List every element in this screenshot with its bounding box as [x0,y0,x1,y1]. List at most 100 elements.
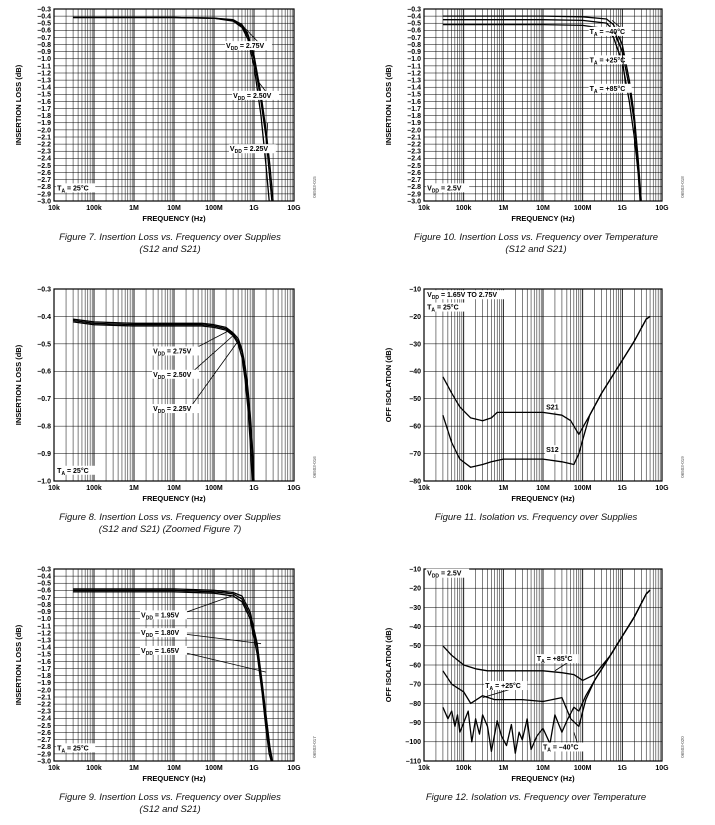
fig7-ytick-label: –2.8 [37,184,51,191]
fig7-xtick-label: 1G [249,205,259,212]
fig9-ytick-label: –0.4 [37,574,51,581]
fig11-chart: 10k 100k 1M 10M 100M 1G 10G –10 –20 –30 –40 –50 –60 –… [384,286,685,503]
fig10-figure-code: 06503-018 [680,176,685,198]
fig8-ytick-label: –0.9 [37,451,51,458]
fig11-panel: 10k 100k 1M 10M 100M 1G 10G –10 –20 –30 –40 –50 –60 –… [357,280,715,550]
fig11-ytick-label: –70 [409,451,421,458]
fig10-plot-frame [423,8,663,202]
fig10-annotation-subscript: DD [432,188,440,194]
fig7-y-axis-label: INSERTION LOSS (dB) [14,64,23,145]
fig12-ytick-label: –70 [409,682,421,689]
fig10-annotation-main: T [590,86,595,93]
fig10-annotation-subscript: A [594,32,598,38]
fig12-caption: Figure 12. Isolation vs. Frequency over … [371,792,701,804]
fig11-ytick-label: –40 [409,369,421,376]
fig7-ytick-label: –1.7 [37,106,51,113]
fig8-annotation-subscript: A [61,471,65,477]
fig12-xtick-label: 10G [655,765,669,772]
fig11-annotation-main: T [427,305,432,312]
fig8-annotation-subscript: DD [158,375,166,381]
fig8-annotation-main: V [153,372,158,379]
fig7-annotation-value: = 2.50V [245,93,272,100]
fig9-xtick-label: 10G [287,765,301,772]
fig10-ytick-label: –0.4 [407,14,421,21]
fig9-xtick-label: 10k [48,765,60,772]
fig8-chart: 10k 100k 1M 10M 100M 1G 10G –0.3 –0.4 –0.5 –0.6 –0.… [14,286,317,503]
fig7-annotation-value: = 2.75V [238,43,265,50]
fig7-ytick-label: –0.4 [37,14,51,21]
fig7-ytick-label: –0.8 [37,42,51,49]
fig12-series-group [442,589,651,754]
fig7-annotation-3: VDD = 2.25V [230,146,269,155]
fig10-ytick-label: –0.5 [407,21,421,28]
fig12-annotation-value: = –40°C [551,743,579,751]
fig9-annotation-bg [56,743,96,753]
fig7-ytick-label: –1.9 [37,120,51,127]
fig10-annotation-subscript: A [594,60,598,66]
fig9-panel: 10k 100k 1M 10M 100M 1G 10G –0.3 –0.4 –0.5 –0.6 –0.… [0,560,357,825]
fig12-annotation-subscript: DD [432,574,440,580]
fig7-annotation-bg [225,41,272,51]
fig11-xtick-label: 1G [618,485,628,492]
fig9-ytick-label: –0.7 [37,595,51,602]
fig8-xtick-label: 10M [167,485,181,492]
fig11-y-axis-label: OFF ISOLATION (dB) [384,347,393,422]
fig7-xtick-label: 10k [48,205,60,212]
fig8-annotation-2: VDD = 2.50V [153,372,192,381]
fig9-ytick-label: –2.6 [37,730,51,737]
fig7-annotation-subscript: DD [235,149,243,155]
fig12-annotation-main: V [427,571,432,578]
fig11-annotation-4: S12 [546,447,559,454]
fig11-xtick-label: 1M [498,485,508,492]
fig8-annotation-value: = 25°C [65,467,89,475]
fig11-xtick-label: 10G [655,485,669,492]
fig9-series-group [73,588,274,761]
fig10-ytick-label: –1.7 [407,106,421,113]
fig10-annotation-bg [588,83,632,93]
fig12-ytick-label: –90 [409,720,421,727]
fig9-x-axis-label: FREQUENCY (Hz) [142,774,206,783]
fig8-xtick-label: 10G [287,485,301,492]
fig9-figure-code: 06503-017 [312,736,317,758]
fig9-ytick-label: –0.8 [37,602,51,609]
fig7-series-3-line [73,16,270,201]
fig10-annotation-main: T [590,29,595,36]
fig9-chart: 10k 100k 1M 10M 100M 1G 10G–0.3–0.4–0.5–0.6–0.… [14,566,317,783]
fig7-ytick-label: –2.1 [37,134,51,141]
fig11-caption-line1: Figure 11. Isolation vs. Frequency over … [434,512,638,523]
fig9-annotation-value: = 1.80V [153,630,180,637]
fig12-ytick-label: –60 [409,662,421,669]
fig10-xtick-label: 100M [574,205,592,212]
fig8-grid [53,288,295,482]
fig11-ytick-label: –10 [409,286,421,293]
fig12-annotation-4: TA = –40°C [543,743,578,753]
fig7-annotation-value: = 2.25V [242,146,269,153]
fig7-ytick-label: –2.5 [37,163,51,170]
fig7-ytick-label: –2.2 [37,142,51,149]
fig11-x-axis-label: FREQUENCY (Hz) [511,494,575,503]
fig10-caption: Figure 10. Insertion Loss vs. Frequency … [371,232,701,256]
fig9-ytick-label: –1.6 [37,659,51,666]
fig12-annotation-bg [535,654,579,664]
fig7-ytick-label: –0.7 [37,35,51,42]
fig9-annotation-subscript: DD [146,633,154,639]
fig8-ytick-label: –0.8 [37,424,51,431]
fig9-ytick-label: –2.1 [37,694,51,701]
fig8-xtick-label: 1M [129,485,139,492]
fig8-panel: 10k 100k 1M 10M 100M 1G 10G –0.3 –0.4 –0.5 –0.6 –0.… [0,280,357,550]
fig9-annotation-3: VDD = 1.65V [141,648,180,657]
fig7-ytick-label: –1.1 [37,63,51,70]
fig10-ytick-label: –2.7 [407,177,421,184]
fig11-annotation-bg [426,302,466,312]
fig12-plot-frame [423,568,663,762]
fig12-annotation-1: VDD = 2.5V [427,571,462,580]
fig9-annotation-main: T [57,745,62,752]
fig9-annotation-value: = 1.95V [153,612,180,619]
fig7-chart: 10k 100k 1M 10M 100M 1G 10G–0.3–0.4–0.5–0.6–0.… [14,6,317,223]
fig7-ytick-label: –2.7 [37,177,51,184]
fig10-ytick-label: –0.6 [407,28,421,35]
fig10-ytick-label: –1.8 [407,113,421,120]
fig7-series-group [73,16,274,201]
fig10-ytick-label: –2.3 [407,149,421,156]
fig9-annotation-main: V [141,612,146,619]
